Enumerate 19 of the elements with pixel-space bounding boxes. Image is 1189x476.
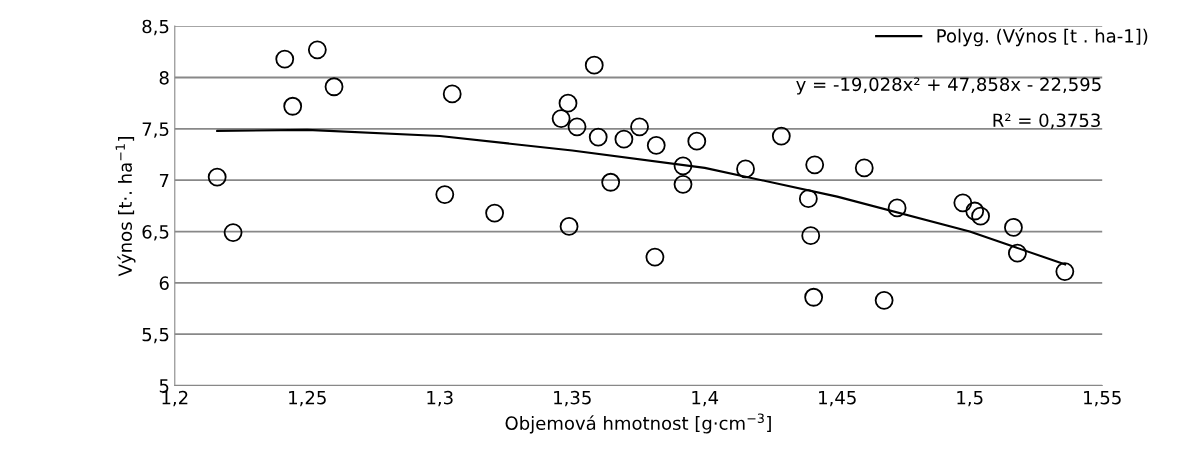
y-tick-label: 6 [159,276,169,290]
x-tick-label: 1,4 [692,390,719,407]
y-tick-label: 7 [159,173,169,188]
y-tick-label: 8 [159,70,169,85]
x-tick-label: 1,3 [427,390,453,407]
annotation: R² = 0,3753 [993,113,1100,129]
x-tick-label: 1,25 [289,390,326,407]
x-tick-label: 1,55 [1084,390,1121,407]
y-tick-label: 6,5 [142,225,169,241]
legend-label: Polyg. (Výnos [t . ha-1]) [937,28,1148,47]
x-axis-title: Objemová hmotnost [g·cm$^{−3}$] [505,413,771,434]
x-tick-label: 1,5 [957,390,983,407]
annotation: y = -19,028x² + 47,858x - 22,595 [796,77,1101,95]
y-tick-label: 8,5 [142,19,169,36]
x-tick-label: 1,45 [819,390,856,407]
y-tick-label: 7,5 [142,122,169,138]
y-axis-title: Výnos [t·. ha$^{−1}$] [115,137,136,277]
x-tick-label: 1,35 [554,390,591,407]
y-tick-label: 5,5 [142,327,169,344]
